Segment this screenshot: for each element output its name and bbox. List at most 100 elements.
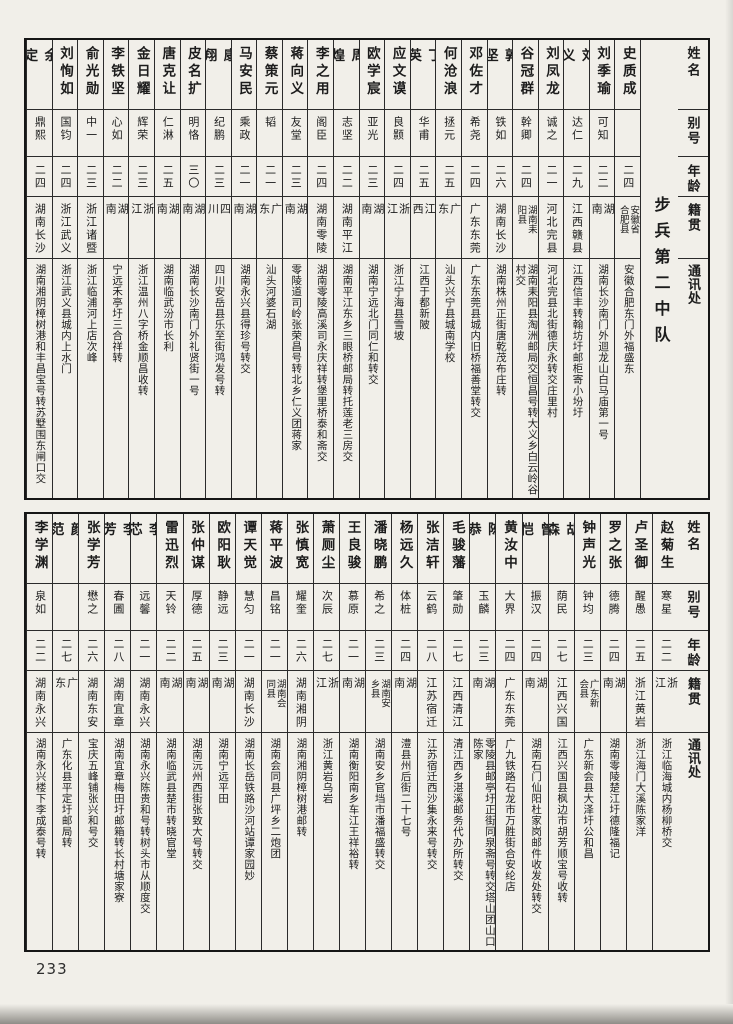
roster-entry-column: 雷迅烈 天铃 二二 湖南 湖南临武县楚市转晓官堂 [156, 514, 183, 950]
entry-age-cell: 二四 [308, 157, 334, 197]
entry-address: 湖南安乡官垱市潘福盛转交 [373, 738, 385, 870]
entry-name: 李芯 [131, 522, 157, 560]
entry-address: 宝庆五峰铺张兴和号交 [86, 738, 98, 848]
entry-age: 二三 [212, 164, 225, 190]
roster-entry-column: 刘季瑜 可知 二二 湖南 湖南长沙南门外迴龙山白马庙第一号 [588, 40, 615, 498]
entry-age: 二三 [289, 164, 302, 190]
entry-address: 湖南石门仙阳杜家岗邮件收发处转交 [530, 738, 542, 914]
roster-entry-column: 马安民 乘政 二一 湖南 湖南永兴县得珍号转交 [230, 40, 257, 498]
entry-address: 清江西乡湛溪邮务代办所转交 [451, 738, 463, 881]
entry-age-cell: 二四 [385, 157, 410, 197]
entry-age-cell: 二一 [231, 157, 257, 197]
entry-age-cell: 二三 [470, 631, 496, 671]
entry-alias-cell: 静远 [209, 584, 235, 631]
entry-native-place: 湖南宜章 [111, 677, 124, 729]
entry-address: 零陵县邮亭圩正街同泉斋号转交塔山团山口陈家 [471, 738, 495, 947]
entry-address: 浙江温州八字桥金顺昌收转 [136, 264, 148, 396]
entry-address: 浙江黄岩乌岩 [321, 738, 333, 804]
header-native-label: 籍贯 [686, 203, 701, 233]
entry-age: 二四 [519, 164, 532, 190]
entry-native-place: 湖南 [283, 203, 308, 238]
entry-address: 湖南衡阳南乡车江王祥裕转 [347, 738, 359, 870]
entry-name-cell: 刘恂如 [52, 40, 78, 110]
entry-age: 二二 [596, 164, 609, 190]
entry-age-cell: 二五 [155, 157, 180, 197]
entry-address-cell: 广东东莞县城内旧桥福善堂转交 [462, 259, 487, 498]
entry-native-place-cell: 湖南平江 [334, 197, 359, 259]
entry-native-place: 广东 [257, 203, 282, 238]
entry-age: 二一 [268, 638, 281, 664]
roster-entry-column: 郭坚 铁如 二六 湖南长沙 湖南株州正街唐乾茂布庄转 [486, 40, 513, 498]
entry-alias-cell: 国钧 [52, 110, 78, 157]
entry-address-cell: 江西于都新陂 [411, 259, 436, 498]
entry-native-place: 湖南长沙 [33, 203, 46, 255]
entry-address: 湖南株州正街唐乾茂布庄转 [494, 264, 506, 396]
roster-entry-column: 张仲谋 厚德 二五 湖南 湖南沅州西街张致大号转交 [182, 514, 209, 950]
entry-alias: 可知 [596, 116, 609, 142]
entry-native-place-cell: 湖南 [103, 197, 129, 259]
entry-name: 李之用 [313, 46, 329, 99]
entry-native-place: 湖南东安 [85, 677, 98, 729]
entry-address-cell: 湖南沅州西街张致大号转交 [184, 733, 209, 950]
entry-alias: 德腾 [607, 590, 620, 616]
entry-native-place-cell: 广东 [257, 197, 282, 259]
entry-alias-cell: 明恪 [180, 110, 206, 157]
entry-name: 张洁轩 [423, 520, 439, 573]
entry-native-place-cell: 湖南 [522, 671, 548, 733]
entry-age-cell: 二一 [257, 157, 282, 197]
entry-native-place: 浙江 [314, 677, 339, 712]
entry-native-place-cell: 广东东莞 [496, 671, 522, 733]
entry-age-cell: 二三 [359, 157, 385, 197]
entry-address-cell: 湖南湘阴樟树港邮转 [288, 733, 313, 950]
entry-name-cell: 黄汝中 [496, 514, 522, 584]
entry-address: 广东新会县大泽圩公和昌 [582, 738, 594, 859]
entry-address-cell: 广东新会县大泽圩公和昌 [575, 733, 600, 950]
entry-alias: 良颢 [391, 116, 404, 142]
entry-age: 二七 [555, 638, 568, 664]
entry-name-cell: 陈恭 [470, 514, 496, 584]
entry-address: 湖南湘阴樟树港和丰昌宝号转苏墅围东闸口交 [34, 264, 46, 484]
entry-name: 刘凤龙 [543, 46, 559, 99]
entry-alias: 中一 [84, 116, 97, 142]
entry-native-place: 河北完县 [544, 203, 557, 255]
entry-age-cell: 二一 [235, 631, 261, 671]
entry-alias: 亚光 [365, 116, 378, 142]
entry-native-place: 湖南 [470, 677, 495, 712]
entry-alias-cell: 辉荣 [129, 110, 155, 157]
roster-entry-column: 毛骏藩 肇勋 二七 江西清江 清江西乡湛溪邮务代办所转交 [443, 514, 470, 950]
roster-entry-column: 康翔 纪鹏 二三 四川 四川安岳县乐至街鸿发号转 [205, 40, 231, 498]
entry-address-cell: 浙江温州八字桥金顺昌收转 [129, 259, 154, 498]
entry-native-place: 湖南 [155, 203, 180, 238]
header-age-label: 年龄 [685, 164, 701, 194]
header-native-cell: 籍贯 [678, 671, 708, 733]
entry-address: 湖南会同县广坪乡二炮团 [269, 738, 281, 859]
entry-address: 广九铁路石龙市万胜街合安纶店 [503, 738, 515, 892]
header-address-cell: 通讯处 [678, 259, 708, 498]
entry-name-cell: 张慎宽 [287, 514, 313, 584]
page-number: 233 [36, 960, 68, 978]
entry-native-place-cell: 湖南 [180, 197, 206, 259]
entry-alias: 远馨 [137, 590, 150, 616]
entry-address: 湖南永兴县得珍号转交 [239, 264, 251, 374]
entry-native-place-cell: 湖南 [282, 197, 308, 259]
entry-alias-cell: 肇勋 [444, 584, 470, 631]
entry-alias: 友堂 [289, 116, 302, 142]
entry-address-cell: 湖南会同县广坪乡二炮团 [262, 733, 287, 950]
entry-address: 湖南长沙南门外迴龙山白马庙第一号 [597, 264, 609, 440]
entry-age-cell: 二一 [538, 157, 564, 197]
entry-alias: 国钧 [58, 116, 71, 142]
entry-address-cell: 零陵道司岭张荣昌号转北乡仁义团蒋家 [283, 259, 308, 498]
entry-name-cell: 周煌 [334, 40, 359, 110]
entry-age: 二四 [468, 164, 481, 190]
roster-entry-column: 萧厕尘 次辰 二七 浙江 浙江黄岩乌岩 [312, 514, 339, 950]
entry-alias: 肇勋 [450, 590, 463, 616]
entry-address-cell: 湖南宜章梅田圩邮箱转长村塘家寮 [105, 733, 130, 950]
entry-age-cell: 二四 [522, 631, 548, 671]
entry-name: 俞光勋 [83, 46, 99, 99]
entry-alias: 振汉 [529, 590, 542, 616]
entry-native-place-cell: 浙江武义 [52, 197, 78, 259]
entry-address: 湖南宁远北门同仁和转交 [366, 264, 378, 385]
entry-address-cell: 湖南湘阴樟树港和丰昌宝号转苏墅围东闸口交 [27, 259, 52, 498]
entry-name: 谭天觉 [241, 520, 257, 573]
header-address-label: 通讯处 [686, 738, 701, 779]
